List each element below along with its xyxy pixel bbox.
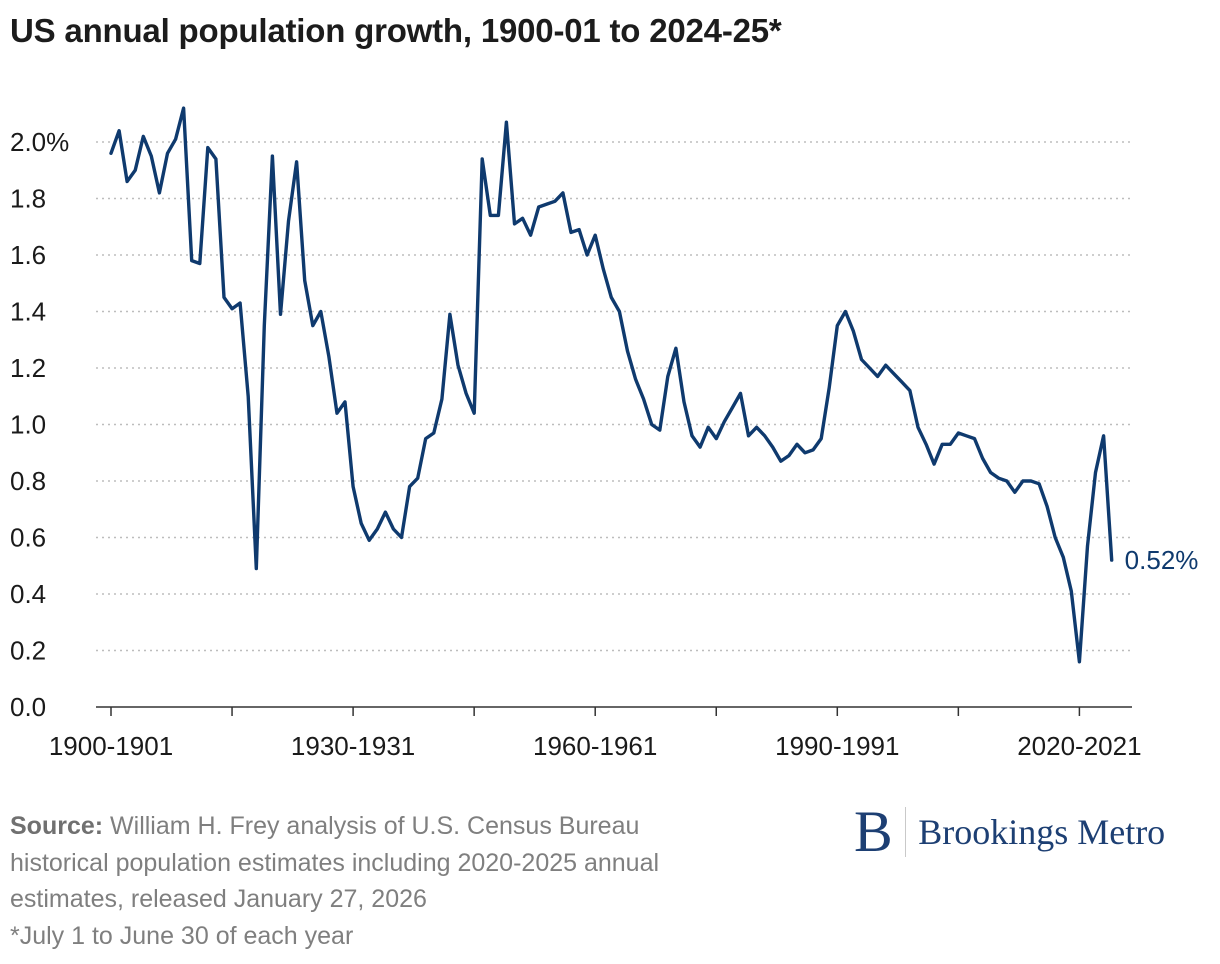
gridlines [96,141,1132,652]
y-tick-label: 1.8 [10,184,46,214]
footnote: *July 1 to June 30 of each year [10,921,354,950]
logo-text: Brookings Metro [918,812,1166,852]
y-tick-label: 2.0% [10,127,69,157]
logo-mark: B [854,799,893,864]
y-tick-label: 1.2 [10,353,46,383]
x-axis [96,706,1132,716]
source-line-3: estimates, released January 27, 2026 [10,885,427,913]
y-tick-label: 0.8 [10,466,46,496]
x-axis-labels: 1900-1901 1930-1931 1960-1961 1990-1991 2020… [49,731,1142,761]
source-line-2: historical population estimates includin… [10,848,660,877]
y-tick-label: 0.6 [10,523,46,553]
line-chart: 0.0 0.2 0.4 0.6 0.8 1.0 1.2 1.4 1.6 1.8 2.0% 1900-… [10,106,1199,761]
y-tick-label: 1.0 [10,410,46,440]
source-label: Source: [10,812,104,840]
y-tick-label: 1.6 [10,240,46,270]
end-value-label: 0.52% [1125,545,1199,575]
logo-divider [904,807,907,857]
source-text-1: William H. Frey analysis of U.S. Census … [110,812,640,840]
y-axis-labels: 0.0 0.2 0.4 0.6 0.8 1.0 1.2 1.4 1.6 1.8 2.0% [10,127,69,722]
y-tick-label: 1.4 [10,297,46,327]
annotation-layer: 0.52% [1125,545,1199,575]
x-tick-label: 2020-2021 [1017,731,1141,761]
brookings-metro-logo: B Brookings Metro [854,802,1165,862]
source-note: Source: William H. Frey analysis of U.S.… [10,808,810,954]
x-tick-label: 1930-1931 [291,731,415,761]
y-tick-label: 0.4 [10,579,46,609]
x-tick-label: 1990-1991 [775,731,899,761]
y-tick-label: 0.2 [10,636,46,666]
x-tick-label: 1900-1901 [49,731,173,761]
series-line [109,106,1114,664]
series-layer [109,106,1114,664]
y-tick-label: 0.0 [10,692,46,722]
source-line-1: Source: William H. Frey analysis of U.S.… [10,808,810,845]
x-tick-label: 1960-1961 [533,731,657,761]
chart-title: US annual population growth, 1900-01 to … [10,12,782,49]
